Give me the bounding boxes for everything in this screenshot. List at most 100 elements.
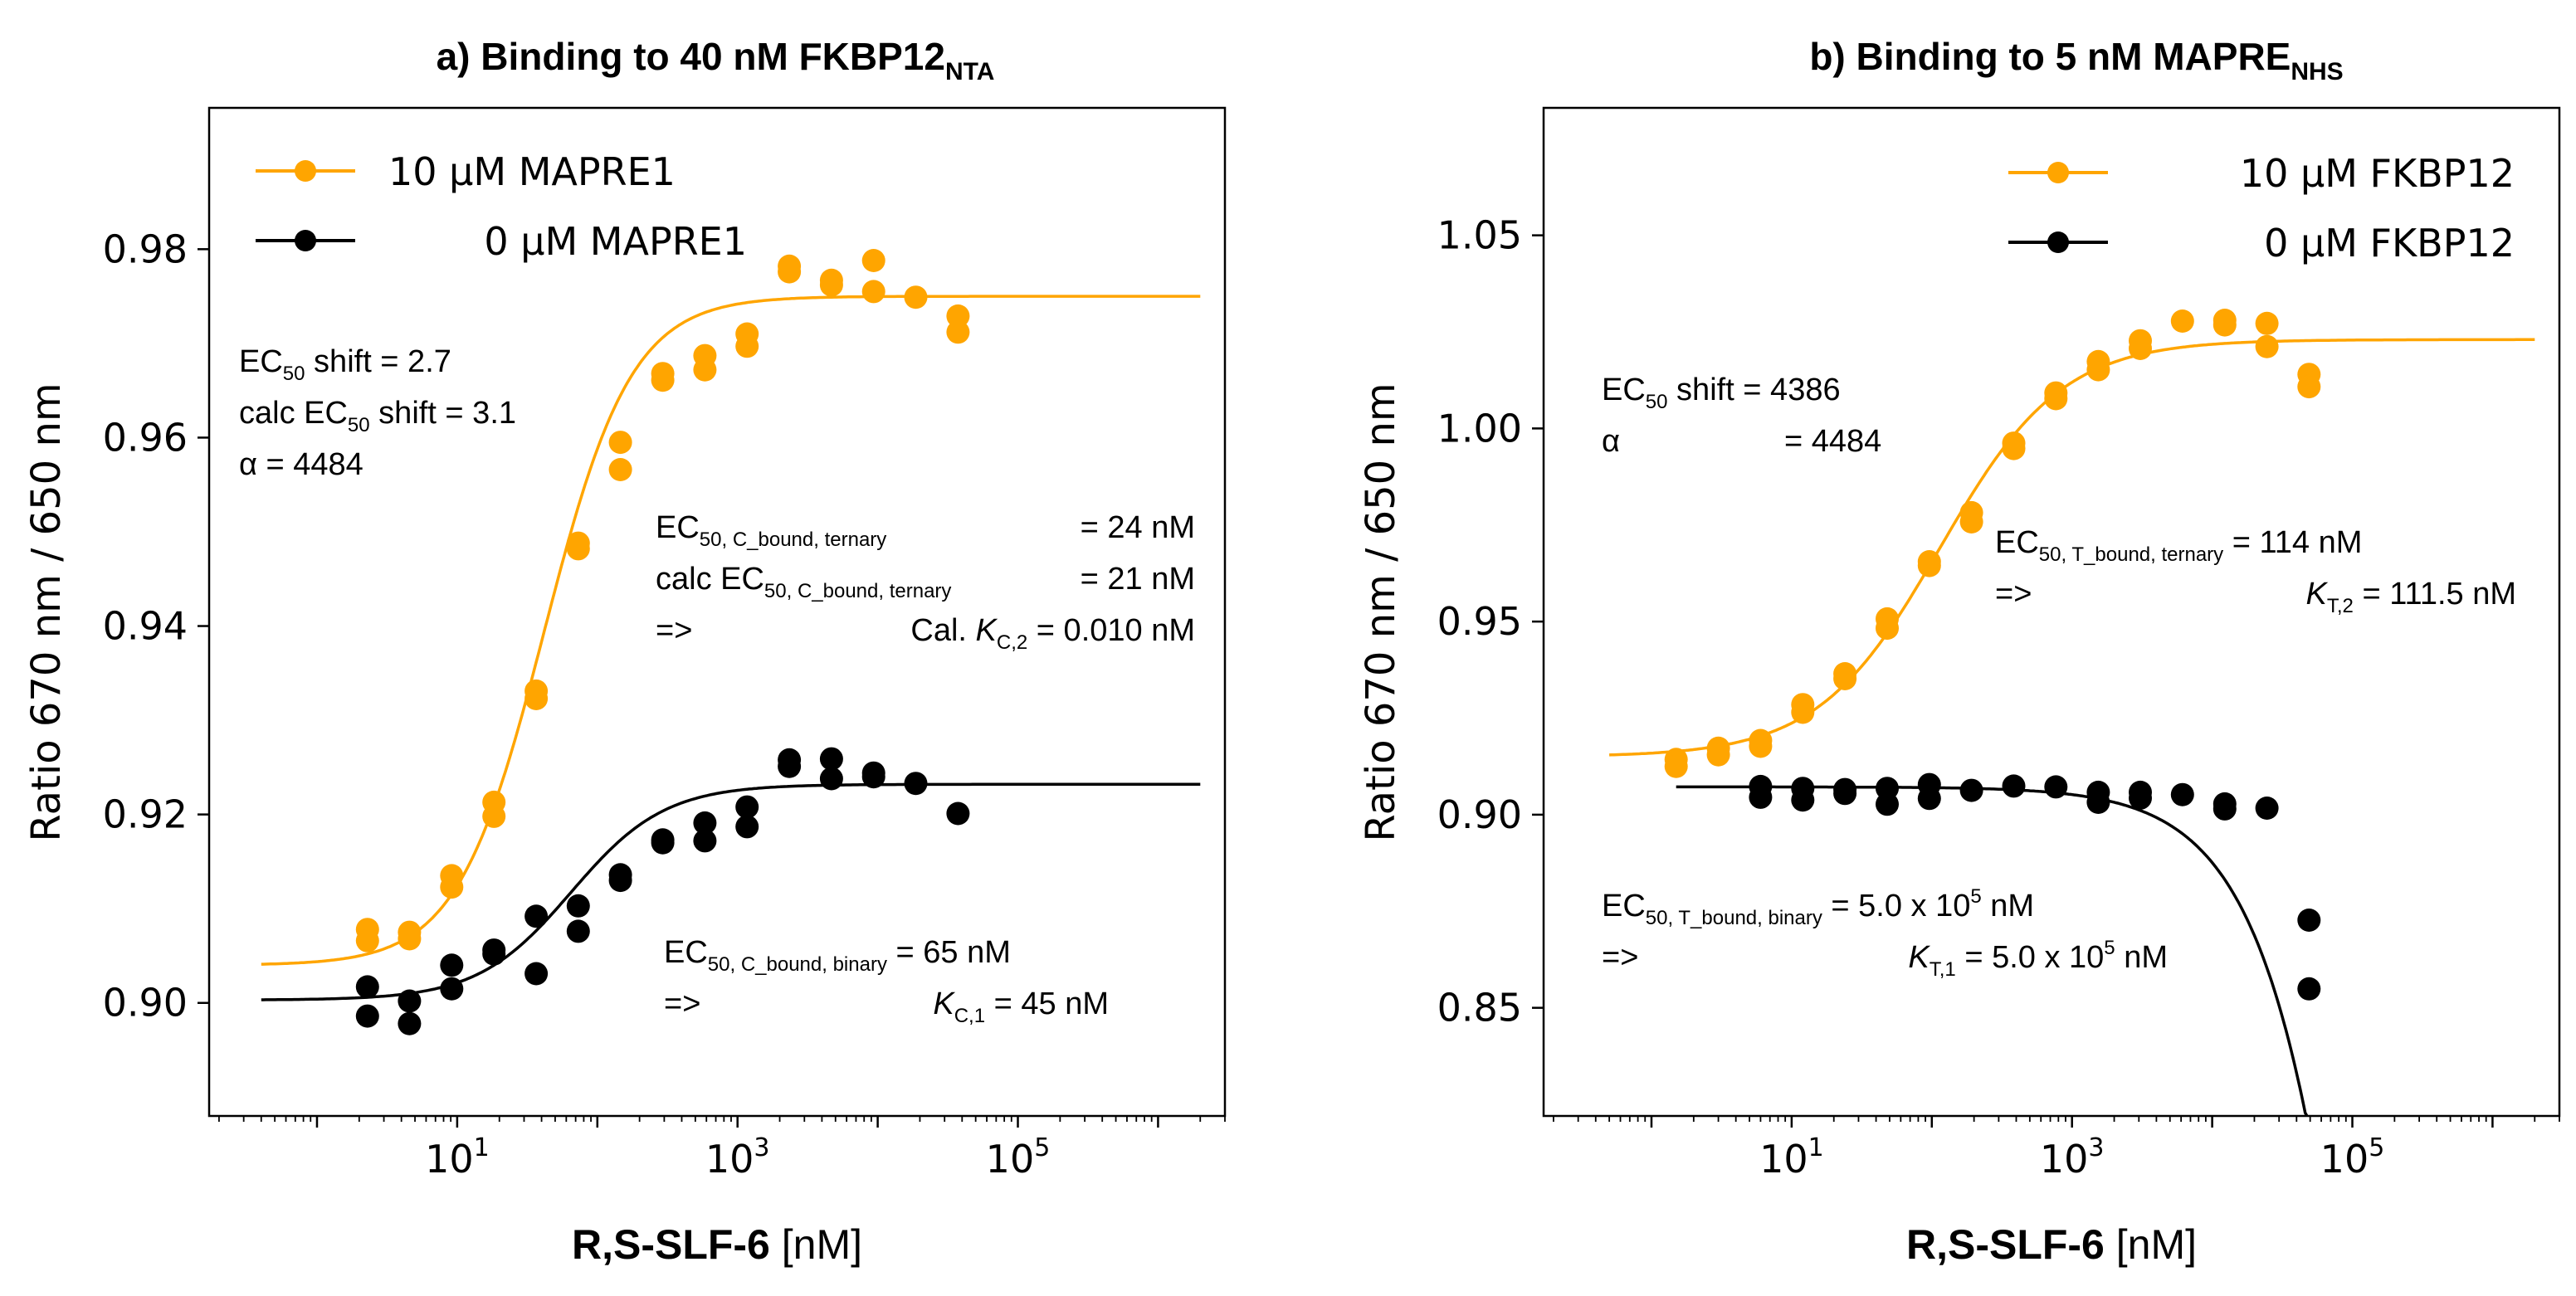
data-point-series-2 xyxy=(2213,797,2237,821)
legend-label-series-1: 10 µM MAPRE1 xyxy=(388,149,676,194)
data-point-series-2 xyxy=(608,869,632,893)
data-point-series-1 xyxy=(2297,375,2321,399)
data-point-series-2 xyxy=(1959,778,1983,802)
data-point-series-2 xyxy=(1791,788,1815,812)
data-point-series-2 xyxy=(1749,785,1773,809)
y-tick-label: 0.94 xyxy=(103,604,188,649)
legend-marker-series-2 xyxy=(256,230,355,251)
data-point-series-1 xyxy=(398,927,422,951)
annotation-ec50-shift: EC50 shift = 4386 xyxy=(1602,373,1841,413)
data-point-series-2 xyxy=(1876,792,1899,816)
legend-marker-series-1 xyxy=(2008,162,2108,183)
data-point-series-2 xyxy=(2255,797,2279,820)
data-point-series-2 xyxy=(440,977,464,1001)
panel-a: a) Binding to 40 nM FKBP12NTA 0.900.920.… xyxy=(23,35,1227,1268)
panel-a-y-label: Ratio 670 nm / 650 nm xyxy=(23,382,70,841)
data-point-series-1 xyxy=(2213,313,2237,337)
panel-b-annotations: EC50 shift = 4386 α = 4484 EC50, T_bound… xyxy=(1602,373,2516,981)
fit-curve-series-2 xyxy=(1676,785,2309,1117)
data-point-series-2 xyxy=(440,953,464,977)
data-point-series-1 xyxy=(693,358,717,382)
x-tick-label: 105 xyxy=(986,1133,1051,1182)
data-point-series-2 xyxy=(819,747,843,771)
data-point-series-1 xyxy=(1917,553,1941,577)
data-point-series-2 xyxy=(2170,782,2194,806)
data-point-series-2 xyxy=(566,894,590,918)
data-point-series-1 xyxy=(524,687,549,710)
data-point-series-1 xyxy=(2170,309,2194,333)
annotation-alpha: α = 4484 xyxy=(239,447,363,482)
panel-a-y-axis: 0.90 0.92 0.94 0.96 0.98 xyxy=(103,227,209,1026)
panel-b-y-label: Ratio 670 nm / 650 nm xyxy=(1358,382,1404,841)
data-point-series-1 xyxy=(651,368,675,392)
data-point-series-2 xyxy=(904,772,928,796)
y-tick-label: 1.05 xyxy=(1437,213,1522,258)
annotation-ec50-binary: EC50, T_bound, binary = 5.0 x 105 nM xyxy=(1602,885,2034,929)
x-tick-label: 101 xyxy=(425,1133,490,1182)
data-point-series-1 xyxy=(861,249,886,272)
data-point-series-1 xyxy=(778,260,802,284)
data-point-series-2 xyxy=(735,795,759,819)
data-point-series-1 xyxy=(1876,616,1899,641)
data-point-series-2 xyxy=(2297,977,2321,1001)
annotation-kt1: KT,1 = 5.0 x 105 nM xyxy=(1908,937,2168,981)
data-point-series-2 xyxy=(1833,782,1857,806)
data-point-series-2 xyxy=(355,1004,379,1028)
data-point-series-1 xyxy=(355,928,379,953)
data-point-series-2 xyxy=(566,919,590,943)
fit-curve-series-2 xyxy=(261,782,1201,1001)
data-point-series-2 xyxy=(524,904,549,928)
legend-label-series-2: 0 µM FKBP12 xyxy=(2264,221,2515,266)
data-point-series-1 xyxy=(946,304,970,328)
annotation-alpha-symbol: α xyxy=(1602,424,1620,459)
panel-a-plot-frame xyxy=(207,106,1227,1118)
y-tick-label: 0.90 xyxy=(103,981,188,1026)
annotation-alpha-value: = 4484 xyxy=(1784,424,1881,459)
annotation-ec50-ternary: EC50, C_bound, ternary xyxy=(656,510,886,551)
panel-b: b) Binding to 5 nM MAPRENHS 0.85 0.90 0.95… xyxy=(1358,35,2561,1268)
data-point-series-1 xyxy=(1791,700,1815,724)
legend-label-series-1: 10 µM FKBP12 xyxy=(2240,151,2515,196)
data-point-series-1 xyxy=(608,431,632,455)
data-point-series-1 xyxy=(904,285,928,309)
data-point-series-2 xyxy=(693,829,717,853)
data-point-series-1 xyxy=(1664,754,1688,778)
legend-label-series-2: 0 µM MAPRE1 xyxy=(484,219,747,264)
data-point-series-1 xyxy=(2129,337,2152,360)
data-point-series-1 xyxy=(608,458,632,481)
data-point-series-1 xyxy=(2086,358,2110,382)
data-point-series-1 xyxy=(2002,436,2026,460)
annotation-ec50-ternary: EC50, T_bound, ternary = 114 nM xyxy=(1995,525,2362,566)
x-tick-label: 101 xyxy=(1759,1133,1824,1182)
annotation-kt2: KT,2 = 111.5 nM xyxy=(2306,577,2516,617)
x-tick-label: 105 xyxy=(2320,1133,2385,1182)
y-tick-label: 0.96 xyxy=(103,415,188,460)
panel-a-annotations: EC50 shift = 2.7 calc EC50 shift = 3.1 α… xyxy=(239,344,1195,1027)
data-point-series-2 xyxy=(2002,774,2026,798)
data-point-series-2 xyxy=(2086,791,2110,814)
data-point-series-2 xyxy=(735,815,759,839)
annotation-arrow-1: => xyxy=(656,613,692,648)
panel-a-title: a) Binding to 40 nM FKBP12NTA xyxy=(437,35,995,85)
annotation-calc-ec50-ternary-value: = 21 nM xyxy=(1081,562,1195,597)
data-point-series-2 xyxy=(2297,909,2321,932)
data-point-series-1 xyxy=(482,804,506,828)
annotation-ec50-binary: EC50, C_bound, binary = 65 nM xyxy=(664,935,1011,976)
panel-a-x-axis: 101 103 105 xyxy=(218,1116,1226,1182)
data-point-series-2 xyxy=(398,1011,422,1035)
y-tick-label: 0.92 xyxy=(103,792,188,837)
data-point-series-2 xyxy=(524,962,549,986)
y-tick-label: 0.98 xyxy=(103,227,188,271)
panel-b-x-label: R,S-SLF-6 [nM] xyxy=(1906,1221,2197,1268)
data-point-series-1 xyxy=(2044,387,2068,411)
data-point-series-2 xyxy=(1917,787,1941,811)
annotation-calc-ec50-shift: calc EC50 shift = 3.1 xyxy=(239,396,516,436)
y-tick-label: 0.95 xyxy=(1437,599,1522,644)
x-tick-label: 103 xyxy=(705,1133,770,1182)
annotation-arrow-2: => xyxy=(664,987,700,1021)
data-point-series-1 xyxy=(946,320,970,344)
panel-b-y-axis: 0.85 0.90 0.95 1.00 1.05 xyxy=(1437,213,1544,1030)
data-point-series-1 xyxy=(1749,734,1773,758)
legend-marker-series-1 xyxy=(256,160,355,182)
